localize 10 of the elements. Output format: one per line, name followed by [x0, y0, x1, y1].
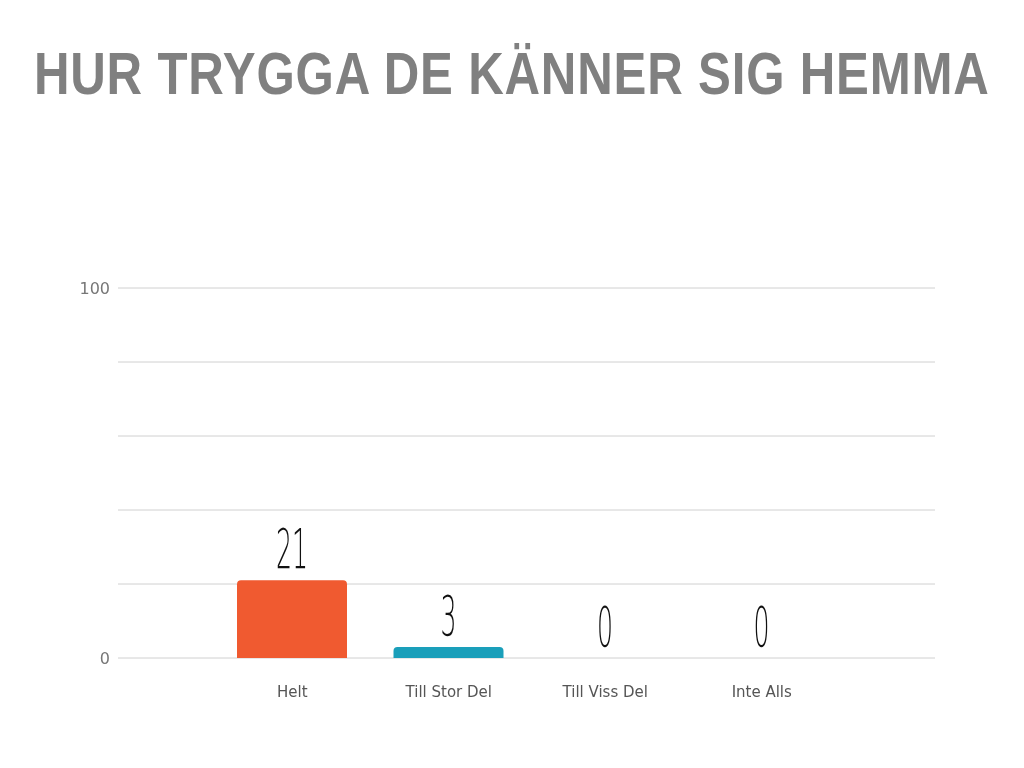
- data-label: 21: [275, 516, 309, 582]
- x-tick-label: Helt: [276, 682, 308, 701]
- data-label: 0: [753, 594, 770, 659]
- x-tick-label: Till Viss Del: [561, 682, 648, 701]
- chart-title: HUR TRYGGA DE KÄNNER SIG HEMMA: [34, 38, 990, 108]
- x-tick-label: Inte Alls: [731, 682, 793, 701]
- y-tick-label: 100: [79, 278, 110, 298]
- data-label: 3: [440, 583, 457, 648]
- x-tick-label: Till Stor Del: [404, 682, 492, 701]
- data-label: 0: [596, 594, 614, 659]
